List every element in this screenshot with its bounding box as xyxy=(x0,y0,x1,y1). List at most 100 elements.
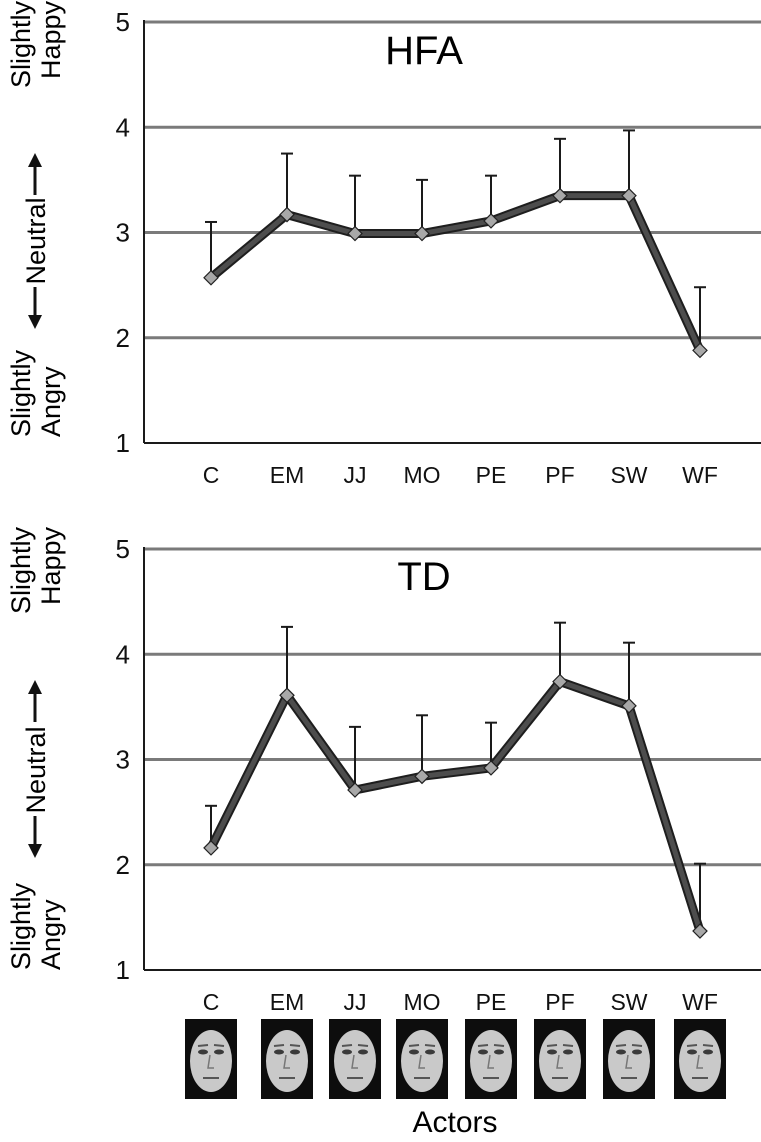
data-point xyxy=(414,768,430,785)
arrow-down-icon xyxy=(28,816,42,858)
x-tick-label: MO xyxy=(403,462,440,488)
face-nose xyxy=(283,1054,290,1069)
error-bar xyxy=(349,174,361,234)
y-axis-label-angry-line1: Slightly xyxy=(6,349,36,437)
face-nose xyxy=(418,1054,425,1069)
y-tick-label: 2 xyxy=(116,323,130,353)
x-tick-label: PE xyxy=(476,462,507,488)
x-tick-label: WF xyxy=(682,462,718,488)
y-axis-label-angry-line2: Angry xyxy=(36,899,66,970)
chart-panel-td: TD Slightly Angry Neutral Slightly Happy… xyxy=(6,527,761,1015)
error-bar xyxy=(554,621,566,682)
face-eye xyxy=(563,1049,573,1055)
face-eye xyxy=(358,1049,368,1055)
error-bar xyxy=(281,625,293,696)
face-brow xyxy=(615,1044,627,1047)
series-line xyxy=(208,679,703,932)
y-tick-label: 5 xyxy=(116,534,130,564)
face-eye xyxy=(274,1049,284,1055)
error-bar xyxy=(349,725,361,791)
error-bar xyxy=(281,152,293,215)
data-point xyxy=(621,697,637,714)
x-tick-label: JJ xyxy=(344,989,367,1015)
face-brow xyxy=(408,1044,420,1047)
face-photo-icon xyxy=(261,1019,313,1099)
face-brow xyxy=(477,1044,489,1047)
data-point xyxy=(552,673,568,690)
face-eye xyxy=(409,1049,419,1055)
face-eye xyxy=(425,1049,435,1055)
y-tick-label: 2 xyxy=(116,850,130,880)
y-tick-label: 4 xyxy=(116,112,130,142)
face-brow xyxy=(357,1044,369,1047)
y-tick-label: 5 xyxy=(116,7,130,37)
face-nose xyxy=(487,1054,494,1069)
x-tick-label: PF xyxy=(545,462,574,488)
x-tick-label: C xyxy=(203,989,220,1015)
x-tick-label: WF xyxy=(682,989,718,1015)
face-brow xyxy=(493,1044,505,1047)
face-shape xyxy=(608,1030,650,1092)
y-axis-description: Slightly Angry Neutral Slightly Happy xyxy=(6,1,66,438)
face-shape xyxy=(190,1030,232,1092)
face-photo-icon xyxy=(185,1019,237,1099)
series-line-outline xyxy=(206,677,705,933)
data-point xyxy=(692,342,708,359)
y-axis-description: Slightly Angry Neutral Slightly Happy xyxy=(6,527,66,971)
face-eye xyxy=(687,1049,697,1055)
face-shape xyxy=(539,1030,581,1092)
face-shape xyxy=(266,1030,308,1092)
face-photo-icon xyxy=(534,1019,586,1099)
face-photo-icon xyxy=(396,1019,448,1099)
data-point xyxy=(203,269,219,286)
data-point xyxy=(692,923,708,939)
chart-title: HFA xyxy=(385,29,463,73)
face-eye xyxy=(703,1049,713,1055)
data-point xyxy=(552,187,568,204)
error-bar xyxy=(205,220,217,278)
face-eye xyxy=(290,1049,300,1055)
y-axis-label-neutral: Neutral xyxy=(21,726,51,813)
x-tick-label: PE xyxy=(476,989,507,1015)
y-axis-label-angry-line2: Angry xyxy=(36,366,66,437)
y-axis-label-happy-line2: Happy xyxy=(36,1,66,80)
data-point xyxy=(203,840,219,856)
face-brow xyxy=(546,1044,558,1047)
data-point xyxy=(483,760,499,776)
arrow-up-icon xyxy=(28,153,42,195)
face-photo-icon xyxy=(674,1019,726,1099)
error-bar xyxy=(623,129,635,196)
data-point xyxy=(279,206,295,223)
arrow-up-icon xyxy=(28,680,42,722)
face-brow xyxy=(273,1044,285,1047)
data-point xyxy=(347,782,363,798)
data-point xyxy=(347,225,363,242)
y-tick-label: 4 xyxy=(116,639,130,669)
actor-face-row xyxy=(185,1019,726,1099)
face-brow xyxy=(289,1044,301,1047)
y-tick-label: 1 xyxy=(116,955,130,985)
face-brow xyxy=(562,1044,574,1047)
face-brow xyxy=(686,1044,698,1047)
face-brow xyxy=(631,1044,643,1047)
x-tick-label: JJ xyxy=(344,462,367,488)
face-shape xyxy=(679,1030,721,1092)
chart-title: TD xyxy=(397,555,450,599)
x-tick-label: SW xyxy=(610,462,647,488)
face-eye xyxy=(547,1049,557,1055)
face-brow xyxy=(424,1044,436,1047)
face-shape xyxy=(470,1030,512,1092)
face-eye xyxy=(494,1049,504,1055)
error-bar xyxy=(416,178,428,234)
x-axis-label: Actors xyxy=(412,1106,497,1139)
x-tick-label: MO xyxy=(403,989,440,1015)
y-axis-label-happy-line1: Slightly xyxy=(6,1,36,89)
face-eye xyxy=(632,1049,642,1055)
error-bar xyxy=(554,137,566,196)
x-tick-label: SW xyxy=(610,989,647,1015)
face-shape xyxy=(401,1030,443,1092)
arrow-down-icon xyxy=(28,287,42,329)
y-tick-label: 3 xyxy=(116,218,130,248)
face-photo-icon xyxy=(329,1019,381,1099)
